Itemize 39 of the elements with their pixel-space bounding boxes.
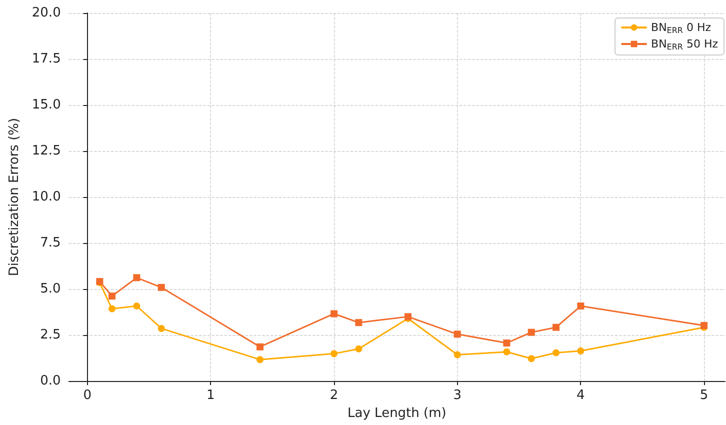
x-tick-label: 2: [330, 388, 338, 404]
point: [577, 302, 584, 310]
point: [577, 347, 584, 354]
point: [256, 343, 264, 350]
y-tick-label: 12.5: [32, 144, 61, 159]
point: [133, 274, 140, 282]
point: [503, 348, 510, 356]
point: [330, 350, 338, 358]
point: [256, 356, 264, 364]
point: [528, 328, 535, 336]
x-axis-title: Lay Length (m): [348, 406, 446, 421]
point: [454, 351, 461, 358]
y-tick-label: 10.0: [32, 190, 61, 205]
point: [108, 305, 116, 312]
point: [330, 310, 338, 318]
x-tick-label: 5: [700, 388, 708, 404]
point: [528, 355, 535, 362]
point: [355, 345, 362, 352]
y-tick-label: 20.0: [32, 6, 61, 20]
y-tick-label: 17.5: [32, 52, 61, 67]
point: [133, 302, 140, 310]
y-tick-label: 0.0: [40, 374, 61, 389]
point: [158, 324, 165, 332]
point: [503, 340, 510, 346]
point: [355, 319, 362, 326]
y-tick-label: 2.5: [40, 328, 61, 343]
y-tick-label: 7.5: [40, 236, 61, 251]
x-tick-label: 3: [453, 388, 462, 404]
x-tick-label: 1: [206, 388, 215, 404]
y-tick-label: 5.0: [40, 282, 61, 297]
point: [552, 349, 560, 356]
point: [108, 292, 116, 300]
point: [158, 284, 165, 291]
point: [454, 330, 461, 338]
point: [552, 324, 560, 331]
x-tick-label: 0: [83, 388, 92, 404]
x-tick-label: 4: [576, 388, 585, 404]
y-axis-title: Discretization Errors (%): [7, 118, 22, 276]
y-tick-label: 15.0: [32, 98, 61, 113]
